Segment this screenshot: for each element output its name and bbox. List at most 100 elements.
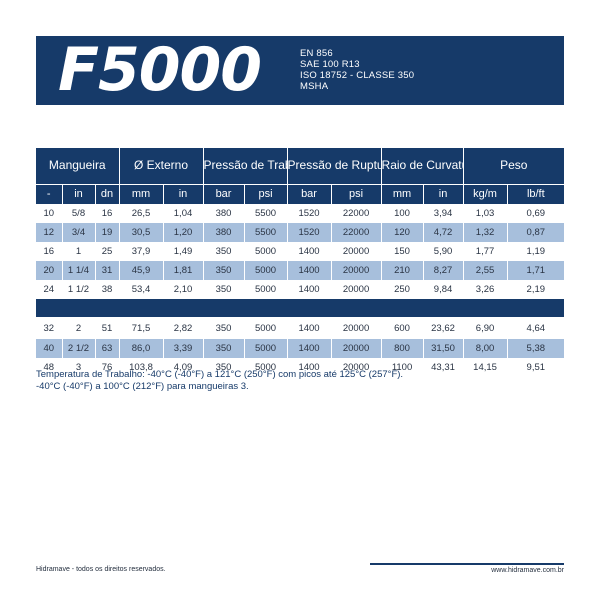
product-model-title: F5000 bbox=[58, 35, 262, 105]
unit-header: in bbox=[162, 183, 204, 204]
standard-item: ISO 18752 - CLASSE 350 bbox=[300, 70, 415, 81]
table-cell: 103,8 bbox=[118, 358, 164, 377]
table-cell: 38 bbox=[94, 280, 120, 299]
table-cell: 1520 bbox=[286, 204, 332, 223]
table-cell: 20000 bbox=[330, 339, 382, 358]
table-cell: 3,26 bbox=[462, 280, 508, 299]
unit-header: - bbox=[36, 183, 62, 204]
unit-header: psi bbox=[243, 183, 288, 204]
table-cell: 2,82 bbox=[162, 317, 204, 339]
table-cell: 45,9 bbox=[118, 261, 164, 280]
table-cell: 16 bbox=[36, 242, 62, 261]
table-cell: 4,72 bbox=[422, 223, 464, 242]
spec-table: Mangueira Ø Externo Pressão de Trabalho … bbox=[36, 148, 565, 377]
table-cell: 8,00 bbox=[462, 339, 508, 358]
note-line: Temperatura de Trabalho: -40°C (-40°F) a… bbox=[36, 369, 404, 380]
table-row: 12 3/4 19 30,5 1,20 380 5500 1520 22000 … bbox=[36, 223, 565, 242]
table-cell: 380 bbox=[202, 204, 245, 223]
table-cell: 5000 bbox=[243, 280, 288, 299]
table-cell: 31 bbox=[94, 261, 120, 280]
unit-header: lb/ft bbox=[506, 183, 565, 204]
footer-website-link[interactable]: www.hidramave.com.br bbox=[491, 567, 564, 574]
table-cell: 1,03 bbox=[462, 204, 508, 223]
table-cell: 1400 bbox=[286, 339, 332, 358]
table-row: 48 3 76 103,8 4,09 350 5000 1400 20000 1… bbox=[36, 358, 565, 377]
table-cell: 1 bbox=[61, 242, 95, 261]
table-cell: 1400 bbox=[286, 358, 332, 377]
table-cell: 12 bbox=[36, 223, 62, 242]
table-cell: 1,71 bbox=[506, 261, 565, 280]
table-cell: 350 bbox=[202, 339, 245, 358]
group-header-row: Mangueira Ø Externo Pressão de Trabalho … bbox=[36, 148, 565, 184]
table-cell: 25 bbox=[94, 242, 120, 261]
temperature-notes: Temperatura de Trabalho: -40°C (-40°F) a… bbox=[36, 369, 564, 393]
standard-item: MSHA bbox=[300, 81, 329, 92]
table-cell: 1520 bbox=[286, 223, 332, 242]
table-cell: 19 bbox=[94, 223, 120, 242]
table-cell: 20000 bbox=[330, 242, 382, 261]
group-header-raio-curvatura: Raio de Curvatura bbox=[380, 148, 464, 184]
table-cell: 0,69 bbox=[506, 204, 565, 223]
unit-header-row: - in dn mm in bar psi bar psi mm in kg/m… bbox=[36, 183, 565, 204]
table-cell: 22000 bbox=[330, 204, 382, 223]
table-cell: 16 bbox=[94, 204, 120, 223]
table-separator-band bbox=[36, 299, 565, 317]
table-cell: 3/4 bbox=[61, 223, 95, 242]
table-cell: 1 1/2 bbox=[61, 280, 95, 299]
group-header-peso: Peso bbox=[462, 148, 565, 184]
table-cell: 43,31 bbox=[422, 358, 464, 377]
table-cell: 4,09 bbox=[162, 358, 204, 377]
unit-header: psi bbox=[330, 183, 382, 204]
table-cell: 53,4 bbox=[118, 280, 164, 299]
table-cell: 100 bbox=[380, 204, 424, 223]
table-cell: 5,90 bbox=[422, 242, 464, 261]
table-cell: 3,39 bbox=[162, 339, 204, 358]
standard-item: EN 856 bbox=[300, 48, 333, 59]
unit-header: in bbox=[61, 183, 95, 204]
table-cell: 37,9 bbox=[118, 242, 164, 261]
note-line: -40°C (-40°F) a 100°C (212°F) para mangu… bbox=[36, 381, 249, 392]
table-cell: 20000 bbox=[330, 280, 382, 299]
table-cell: 210 bbox=[380, 261, 424, 280]
table-cell: 600 bbox=[380, 317, 424, 339]
table-cell: 250 bbox=[380, 280, 424, 299]
table-cell: 1,20 bbox=[162, 223, 204, 242]
table-cell: 3 bbox=[61, 358, 95, 377]
table-cell: 1,19 bbox=[506, 242, 565, 261]
unit-header: mm bbox=[380, 183, 424, 204]
table-cell: 1,04 bbox=[162, 204, 204, 223]
table-cell: 5000 bbox=[243, 261, 288, 280]
standard-item: SAE 100 R13 bbox=[300, 59, 360, 70]
table-cell: 1,32 bbox=[462, 223, 508, 242]
table-cell: 5000 bbox=[243, 242, 288, 261]
table-cell: 1400 bbox=[286, 317, 332, 339]
product-banner: F5000 EN 856 SAE 100 R13 ISO 18752 - CLA… bbox=[36, 36, 564, 105]
table-cell: 1,81 bbox=[162, 261, 204, 280]
table-row: 24 1 1/2 38 53,4 2,10 350 5000 1400 2000… bbox=[36, 280, 565, 299]
table-cell: 71,5 bbox=[118, 317, 164, 339]
table-cell: 1,49 bbox=[162, 242, 204, 261]
table-cell: 0,87 bbox=[506, 223, 565, 242]
group-header-externo: Ø Externo bbox=[118, 148, 204, 184]
table-cell: 120 bbox=[380, 223, 424, 242]
footer-copyright: Hidramave - todos os direitos reservados… bbox=[36, 566, 166, 573]
unit-header: kg/m bbox=[462, 183, 508, 204]
table-cell: 20000 bbox=[330, 358, 382, 377]
table-cell: 350 bbox=[202, 358, 245, 377]
table-cell: 24 bbox=[36, 280, 62, 299]
table-cell: 23,62 bbox=[422, 317, 464, 339]
table-cell: 1,77 bbox=[462, 242, 508, 261]
table-cell: 32 bbox=[36, 317, 62, 339]
table-cell: 1 1/4 bbox=[61, 261, 95, 280]
table-cell: 20 bbox=[36, 261, 62, 280]
table-cell: 6,90 bbox=[462, 317, 508, 339]
table-cell: 5/8 bbox=[61, 204, 95, 223]
table-row: 32 2 51 71,5 2,82 350 5000 1400 20000 60… bbox=[36, 317, 565, 339]
table-cell: 800 bbox=[380, 339, 424, 358]
table-row: 20 1 1/4 31 45,9 1,81 350 5000 1400 2000… bbox=[36, 261, 565, 280]
table-cell: 20000 bbox=[330, 317, 382, 339]
table-cell: 350 bbox=[202, 261, 245, 280]
table-cell: 350 bbox=[202, 317, 245, 339]
table-cell: 2,19 bbox=[506, 280, 565, 299]
table-row: 16 1 25 37,9 1,49 350 5000 1400 20000 15… bbox=[36, 242, 565, 261]
